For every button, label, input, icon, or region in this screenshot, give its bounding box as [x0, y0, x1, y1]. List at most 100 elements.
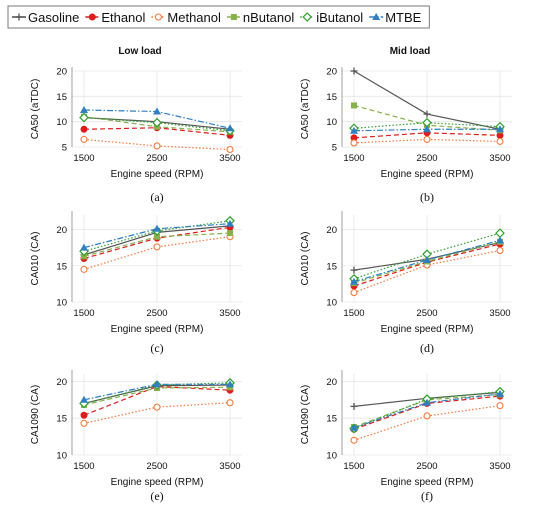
- panel-f-ytick-10: 10: [326, 451, 337, 462]
- panel-a-caption: (a): [150, 190, 163, 204]
- panel-c-series-methanol: [80, 233, 234, 273]
- panel-a-series-mtbe: [80, 106, 234, 132]
- panel-f-point-mtbe-3500: [496, 389, 504, 397]
- legend-frame: [7, 5, 430, 29]
- panel-d-caption: (d): [420, 341, 434, 355]
- legend-marker-gasoline: [15, 13, 23, 21]
- panel-c-xtick-1500: 1500: [73, 308, 94, 319]
- panel-d: 10 15 20 1500 2500 3500 Engine speed (RPM) CA01…: [300, 211, 512, 355]
- legend-marker-methanol: [154, 13, 162, 21]
- legend-item-mtbe: MTBE: [369, 10, 422, 25]
- legend: Gasoline Ethanol Methanol nButanol iButanol M…: [7, 5, 430, 29]
- panel-e-point-mtbe-3500: [226, 380, 234, 388]
- legend-item-ethanol: Ethanol: [85, 10, 146, 25]
- panel-a-ytick-20: 20: [56, 67, 67, 78]
- panel-a-ytick-15: 15: [56, 92, 67, 103]
- legend-label-nbutanol: nButanol: [243, 10, 294, 25]
- panel-b-series-ethanol: [350, 129, 504, 142]
- panel-b-ytick-5: 5: [332, 143, 337, 154]
- panel-c-xlabel: Engine speed (RPM): [111, 324, 204, 335]
- panel-f-point-methanol-1500: [350, 436, 358, 444]
- panel-d-ytick-10: 10: [326, 298, 337, 309]
- panel-a-point-methanol-2500: [153, 142, 161, 150]
- panel-f-caption: (f): [421, 489, 433, 503]
- legend-item-gasoline: Gasoline: [12, 10, 79, 25]
- panel-c-ylabel: CA010 (CA): [30, 232, 41, 286]
- panel-f-xtick-1500: 1500: [343, 461, 364, 472]
- panel-b-series-methanol: [350, 135, 504, 147]
- panel-e-ytick-20: 20: [56, 377, 67, 388]
- panel-c-xtick-2500: 2500: [146, 308, 167, 319]
- panel-c-point-nbutanol-2500: [154, 233, 160, 240]
- panel-d-point-ibutanol-3500: [495, 228, 505, 238]
- panel-a-series-methanol: [80, 135, 234, 154]
- panel-e: 10 15 20 1500 2500 3500 Engine speed (RPM) CA10…: [30, 370, 242, 503]
- panel-b-point-nbutanol-1500: [351, 102, 357, 109]
- panel-b-series-mtbe: [350, 125, 504, 134]
- panel-b-xtick-2500: 2500: [416, 153, 437, 164]
- column-titles: Low load Mid load: [118, 46, 430, 57]
- panel-d-point-mtbe-2500: [423, 255, 431, 263]
- panel-c-ytick-15: 15: [56, 261, 67, 272]
- panel-b: 5 10 15 20 1500 2500 3500 Engine speed (RPM) CA5…: [300, 67, 512, 204]
- panel-c-caption: (c): [150, 341, 163, 355]
- panel-c: 10 15 20 1500 2500 3500 Engine speed (RPM) CA01…: [30, 211, 242, 355]
- panel-e-ytick-10: 10: [56, 451, 67, 462]
- panel-c-line-mtbe: [83, 223, 231, 249]
- legend-label-gasoline: Gasoline: [28, 10, 79, 25]
- panel-a-point-ethanol-1500: [80, 125, 88, 133]
- legend-item-methanol: Methanol: [151, 10, 221, 25]
- panel-e-point-methanol-3500: [226, 399, 234, 407]
- panel-a-point-ibutanol-1500: [79, 112, 89, 123]
- panel-b-ylabel: CA50 (aTDC): [300, 79, 311, 140]
- panel-e-xlabel: Engine speed (RPM): [111, 477, 204, 488]
- panel-c-point-mtbe-2500: [153, 224, 161, 232]
- panel-f-point-gasoline-1500: [350, 402, 358, 410]
- panel-c-line-ibutanol: [83, 220, 231, 252]
- panel-e-point-mtbe-1500: [80, 395, 88, 403]
- panel-a: 5 10 15 20 1500 2500 3500 Engine speed (RPM) CA5…: [30, 67, 242, 204]
- panel-c-xtick-3500: 3500: [219, 308, 240, 319]
- panel-f-ytick-15: 15: [326, 414, 337, 425]
- panel-d-point-methanol-1500: [350, 289, 358, 297]
- panel-b-point-methanol-2500: [423, 135, 431, 143]
- panel-e-ylabel: CA1090 (CA): [30, 385, 41, 444]
- panel-d-ytick-20: 20: [326, 225, 337, 236]
- panel-b-xtick-3500: 3500: [489, 153, 510, 164]
- panel-b-xlabel: Engine speed (RPM): [381, 169, 474, 180]
- panel-a-xtick-1500: 1500: [73, 153, 94, 164]
- panel-b-caption: (b): [420, 190, 434, 204]
- panel-f-point-mtbe-2500: [423, 398, 431, 406]
- panel-b-point-mtbe-1500: [350, 126, 358, 134]
- column-title-right: Mid load: [390, 46, 431, 57]
- panel-f-line-methanol: [353, 405, 501, 441]
- panel-c-point-mtbe-1500: [80, 243, 88, 251]
- panel-e-series-mtbe: [80, 380, 234, 403]
- panel-f-point-methanol-2500: [423, 412, 431, 420]
- legend-label-ibutanol: iButanol: [316, 10, 363, 25]
- legend-item-ibutanol: iButanol: [300, 10, 363, 25]
- panel-b-point-methanol-3500: [496, 137, 504, 145]
- panel-d-point-methanol-3500: [496, 246, 504, 255]
- panel-b-xtick-1500: 1500: [343, 153, 364, 164]
- panel-e-point-ethanol-1500: [80, 411, 88, 419]
- panel-a-point-mtbe-3500: [226, 124, 234, 132]
- panel-a-point-mtbe-1500: [80, 106, 88, 114]
- panel-a-point-mtbe-2500: [153, 107, 161, 115]
- panel-e-line-ethanol: [83, 385, 231, 416]
- panel-b-point-gasoline-2500: [423, 110, 431, 118]
- panels: 5 10 15 20 1500 2500 3500 Engine speed (RPM) CA5…: [30, 67, 512, 503]
- panel-e-line-ibutanol: [83, 382, 231, 405]
- panel-c-point-methanol-2500: [153, 243, 161, 251]
- panel-d-point-mtbe-1500: [350, 277, 358, 285]
- panel-f-xtick-2500: 2500: [416, 461, 437, 472]
- panel-c-point-nbutanol-3500: [227, 230, 233, 237]
- panel-f-grid: [342, 374, 512, 456]
- panel-a-point-methanol-3500: [226, 145, 234, 154]
- panel-d-series-mtbe: [350, 236, 504, 285]
- panel-a-xtick-2500: 2500: [146, 153, 167, 164]
- panel-f-ytick-20: 20: [326, 377, 337, 388]
- panel-c-point-mtbe-3500: [226, 219, 234, 227]
- panel-e-point-mtbe-2500: [153, 380, 161, 388]
